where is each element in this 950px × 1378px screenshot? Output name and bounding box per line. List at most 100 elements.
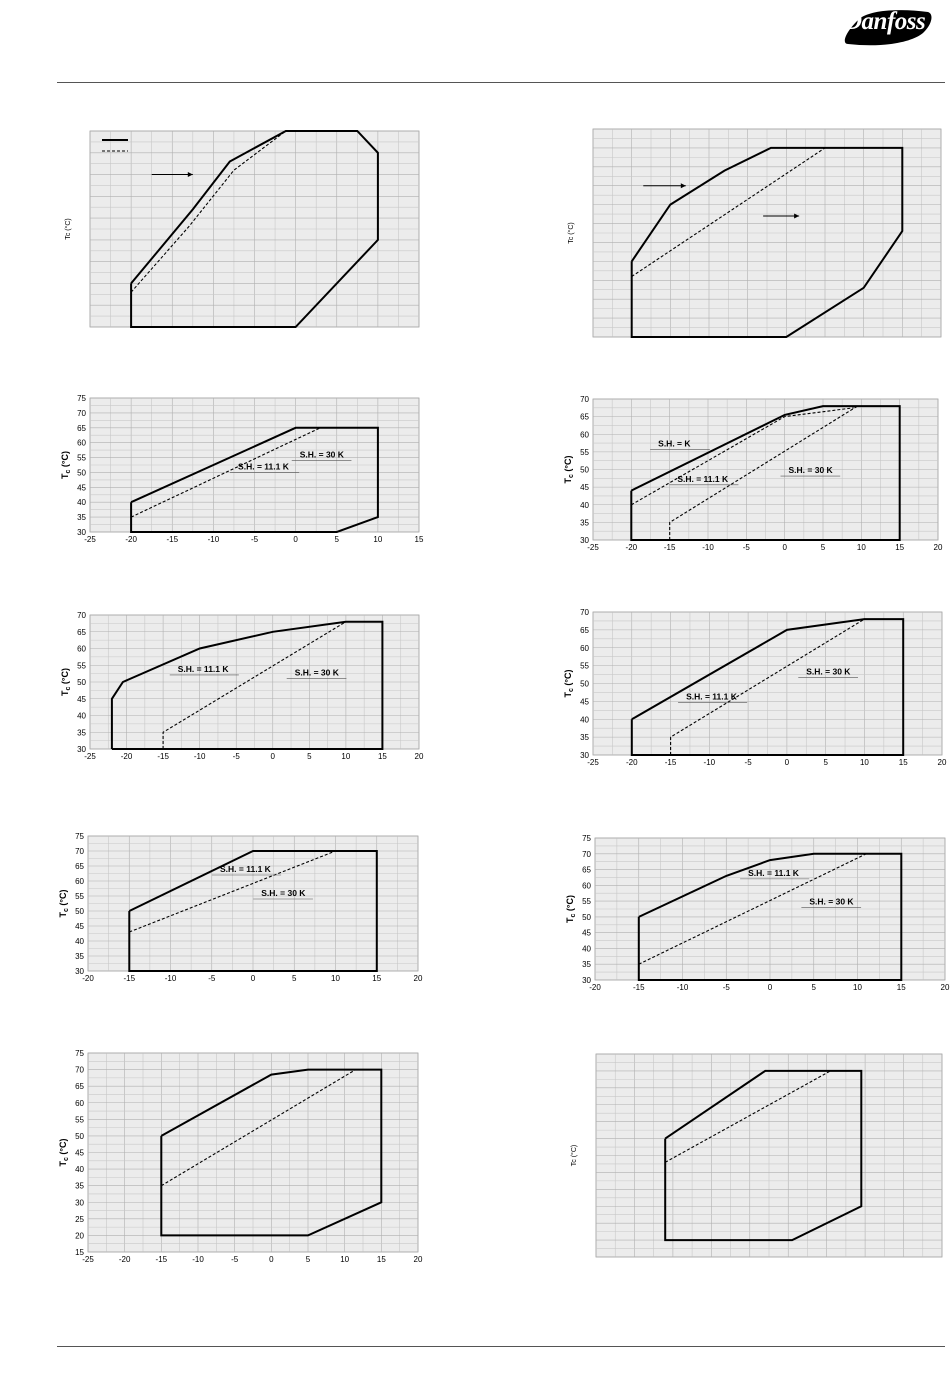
series-label: S.H. = 30 K bbox=[789, 465, 834, 475]
y-axis-label: Tc (°C) bbox=[64, 218, 72, 239]
y-tick-label: 40 bbox=[75, 1165, 84, 1174]
y-tick-label: 40 bbox=[77, 498, 86, 507]
x-tick-label: 0 bbox=[785, 758, 790, 767]
series-dashed-2 bbox=[129, 850, 336, 933]
series-label: S.H. = 11.1 K bbox=[748, 868, 800, 878]
y-tick-label: 50 bbox=[77, 468, 86, 477]
y-tick-label: 45 bbox=[77, 695, 86, 704]
x-tick-label: 15 bbox=[415, 535, 424, 544]
x-tick-label: -20 bbox=[119, 1255, 131, 1264]
x-tick-label: 10 bbox=[853, 983, 862, 992]
chart-9: -25 -20 -15 -10 -5 0 5 10 15 20 15 20 25 30 35 40 45 50 55… bbox=[58, 1049, 423, 1264]
series-solid-1 bbox=[630, 618, 905, 756]
x-tick-label: 10 bbox=[857, 543, 866, 552]
y-tick-label: 65 bbox=[77, 424, 86, 433]
x-tick-label: -5 bbox=[208, 974, 216, 983]
x-tick-label: 20 bbox=[414, 1255, 423, 1264]
x-tick-label: -10 bbox=[704, 758, 716, 767]
x-tick-label: 20 bbox=[415, 752, 424, 761]
y-tick-label: 55 bbox=[580, 448, 589, 457]
y-tick-label: 15 bbox=[75, 1248, 84, 1257]
series-dashed-2 bbox=[161, 1069, 356, 1187]
y-tick-label: 35 bbox=[582, 960, 591, 969]
x-tick-label: -20 bbox=[121, 752, 133, 761]
y-tick-label: 65 bbox=[75, 1082, 84, 1091]
y-tick-label: 65 bbox=[582, 866, 591, 875]
x-tick-label: 15 bbox=[377, 1255, 386, 1264]
series-solid-1 bbox=[637, 852, 903, 981]
series-label: S.H. = 11.1 K bbox=[677, 474, 729, 484]
series-label: S.H. = K bbox=[658, 439, 691, 449]
x-tick-label: -20 bbox=[82, 974, 94, 983]
x-tick-label: -15 bbox=[664, 543, 676, 552]
series-solid-1 bbox=[630, 146, 904, 338]
series-dashed-2 bbox=[631, 147, 826, 277]
series-label: S.H. = 11.1 K bbox=[238, 461, 290, 471]
y-tick-label: 60 bbox=[77, 645, 86, 654]
y-tick-label: 65 bbox=[75, 862, 84, 871]
y-tick-label: 35 bbox=[77, 728, 86, 737]
x-tick-label: -5 bbox=[251, 535, 259, 544]
series-label: S.H. = 11.1 K bbox=[220, 864, 272, 874]
y-tick-label: 35 bbox=[75, 952, 84, 961]
y-tick-label: 30 bbox=[580, 536, 589, 545]
x-tick-label: 5 bbox=[307, 752, 312, 761]
logo-text: Danfoss bbox=[844, 8, 926, 35]
y-tick-label: 60 bbox=[77, 439, 86, 448]
x-tick-label: -15 bbox=[156, 1255, 168, 1264]
y-tick-label: 25 bbox=[75, 1215, 84, 1224]
x-tick-label: 0 bbox=[251, 974, 256, 983]
y-tick-label: 60 bbox=[582, 881, 591, 890]
y-tick-label: 45 bbox=[75, 922, 84, 931]
x-tick-label: 5 bbox=[335, 535, 340, 544]
y-axis-label-unit: (°C) bbox=[60, 451, 70, 470]
series-solid-1 bbox=[160, 1068, 383, 1237]
y-tick-label: 40 bbox=[582, 944, 591, 953]
x-tick-label: -25 bbox=[84, 752, 96, 761]
x-tick-label: 5 bbox=[821, 543, 826, 552]
x-tick-label: 15 bbox=[899, 758, 908, 767]
y-tick-label: 35 bbox=[580, 733, 589, 742]
y-tick-label: 60 bbox=[580, 430, 589, 439]
x-tick-label: 10 bbox=[341, 752, 350, 761]
x-tick-label: -25 bbox=[82, 1255, 94, 1264]
y-tick-label: 60 bbox=[580, 644, 589, 653]
series-solid-1 bbox=[130, 426, 379, 533]
chart-7: -20 -15 -10 -5 0 5 10 15 20 30 35 40 45 50 55 60 65 70 75 T… bbox=[58, 832, 423, 983]
y-axis-label: Tc (°C) bbox=[60, 668, 72, 696]
x-tick-label: -25 bbox=[587, 543, 599, 552]
series-label: S.H. = 30 K bbox=[261, 888, 306, 898]
x-tick-label: -5 bbox=[745, 758, 753, 767]
x-tick-label: -10 bbox=[192, 1255, 204, 1264]
y-axis-label-unit: (°C) bbox=[58, 889, 68, 908]
y-tick-label: 75 bbox=[77, 394, 86, 403]
footer-rule bbox=[57, 1346, 945, 1347]
x-tick-label: 10 bbox=[340, 1255, 349, 1264]
y-axis-label-sub: c bbox=[65, 687, 72, 691]
y-axis-label-sub: c bbox=[63, 908, 70, 912]
chart-5: -25 -20 -15 -10 -5 0 5 10 15 20 30 35 40 45 50 55 60 65 70… bbox=[60, 611, 424, 761]
y-tick-label: 50 bbox=[77, 678, 86, 687]
x-tick-label: 20 bbox=[941, 983, 950, 992]
x-tick-label: 10 bbox=[373, 535, 382, 544]
y-tick-label: 70 bbox=[582, 850, 591, 859]
y-tick-label: 75 bbox=[582, 834, 591, 843]
x-tick-label: -15 bbox=[157, 752, 169, 761]
y-tick-label: 70 bbox=[77, 409, 86, 418]
y-tick-label: 55 bbox=[77, 661, 86, 670]
y-tick-label: 60 bbox=[75, 1099, 84, 1108]
x-tick-label: -5 bbox=[723, 983, 731, 992]
y-axis-label-unit: (°C) bbox=[565, 895, 575, 914]
chart-4: -25 -20 -15 -10 -5 0 5 10 15 20 30 35 40 45 50 55 60 65 70… bbox=[563, 395, 943, 552]
x-tick-label: 5 bbox=[306, 1255, 311, 1264]
y-axis-label-unit: (°C) bbox=[563, 455, 573, 474]
y-tick-label: 65 bbox=[580, 413, 589, 422]
y-tick-label: 40 bbox=[75, 937, 84, 946]
x-tick-label: -10 bbox=[677, 983, 689, 992]
arrow-head bbox=[187, 172, 193, 178]
series-label: S.H. = 30 K bbox=[295, 667, 340, 677]
y-axis-label: Tc (°C) bbox=[58, 889, 70, 917]
y-tick-label: 30 bbox=[75, 1198, 84, 1207]
y-axis-label-sub: c bbox=[63, 1157, 70, 1161]
y-axis-label-unit: (°C) bbox=[58, 1138, 68, 1157]
